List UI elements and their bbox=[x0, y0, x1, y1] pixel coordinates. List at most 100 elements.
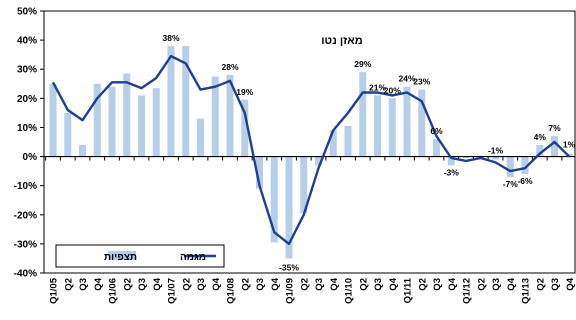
bar-28 bbox=[462, 156, 470, 159]
x-tick-label: Q2 bbox=[181, 278, 192, 291]
bar-11 bbox=[211, 76, 219, 157]
bar-30 bbox=[492, 156, 499, 160]
x-tick-label: Q3 bbox=[196, 278, 207, 291]
x-tick-label: Q2 bbox=[122, 278, 133, 291]
data-label-21: 29% bbox=[354, 59, 371, 69]
legend-box bbox=[55, 244, 225, 268]
x-tick-label: Q2 bbox=[240, 278, 251, 291]
x-tick-label: Q3 bbox=[255, 278, 266, 291]
bar-8 bbox=[167, 45, 175, 157]
bar-0 bbox=[49, 83, 57, 157]
y-tick-label: -30% bbox=[14, 239, 37, 250]
data-label-32: -6% bbox=[517, 176, 533, 186]
bar-1 bbox=[64, 112, 72, 157]
x-tick-label: Q1/11 bbox=[403, 277, 414, 303]
data-label-13: 19% bbox=[236, 87, 253, 97]
chart-title: מאזן נטו bbox=[321, 35, 363, 47]
bar-34 bbox=[551, 136, 558, 157]
x-tick-label: Q4 bbox=[506, 277, 517, 290]
legend-line-label: מגמה bbox=[180, 252, 206, 263]
y-tick-label: 40% bbox=[17, 36, 37, 47]
x-tick-label: Q1/12 bbox=[462, 278, 473, 304]
x-tick-label: Q4 bbox=[565, 277, 576, 290]
plot-frame bbox=[43, 10, 576, 274]
x-tick-label: Q3 bbox=[550, 278, 561, 291]
bar-19 bbox=[329, 130, 337, 157]
data-label-22: 21% bbox=[369, 82, 386, 92]
x-tick-label: Q2 bbox=[63, 278, 74, 291]
x-tick-label: Q1/09 bbox=[285, 278, 296, 304]
data-label-25: 23% bbox=[413, 77, 430, 87]
data-label-27: -3% bbox=[444, 167, 460, 177]
plot-area bbox=[43, 10, 576, 274]
x-axis: Q1/05 Q2 Q3 Q4 Q1/06 Q2 Q3 Q4 Q1/07 Q2 Q3 Q4 Q1/08 Q2… bbox=[49, 277, 576, 304]
y-tick-label: 20% bbox=[17, 94, 37, 105]
bar-23 bbox=[388, 98, 396, 157]
bar-22 bbox=[374, 95, 381, 157]
bar-27 bbox=[447, 156, 455, 166]
y-tick-label: 50% bbox=[17, 7, 37, 18]
data-label-16: -35% bbox=[279, 262, 299, 272]
bar-20 bbox=[344, 125, 352, 157]
x-tick-label: Q3 bbox=[137, 278, 148, 291]
x-tick-label: Q3 bbox=[432, 278, 443, 291]
x-tick-label: Q1/06 bbox=[108, 278, 119, 304]
bar-18 bbox=[315, 156, 322, 166]
x-tick-label: Q4 bbox=[388, 277, 399, 290]
y-tick-label: -10% bbox=[14, 181, 37, 192]
y-tick-label: 10% bbox=[17, 123, 37, 134]
data-label-30: -1% bbox=[488, 145, 504, 155]
bar-32 bbox=[521, 156, 529, 175]
y-tick-label: -40% bbox=[14, 269, 37, 280]
bar-4 bbox=[108, 86, 116, 157]
bar-25 bbox=[418, 89, 426, 157]
bar-13 bbox=[241, 99, 249, 157]
bar-7 bbox=[152, 88, 160, 157]
bar-14 bbox=[256, 156, 263, 189]
data-label-8: 38% bbox=[162, 33, 179, 43]
data-label-31: -7% bbox=[503, 179, 519, 189]
y-tick-label: -20% bbox=[14, 210, 37, 221]
x-tick-label: Q1/08 bbox=[226, 278, 237, 304]
bar-5 bbox=[123, 73, 131, 157]
bar-12 bbox=[226, 75, 234, 157]
x-tick-label: Q3 bbox=[491, 278, 502, 291]
data-label-23: 20% bbox=[384, 85, 401, 95]
bar-16 bbox=[285, 156, 293, 259]
x-tick-label: Q3 bbox=[314, 278, 325, 291]
observation-bars bbox=[49, 45, 573, 259]
bar-17 bbox=[300, 156, 308, 214]
x-tick-label: Q4 bbox=[447, 277, 458, 290]
data-labels: 38% 28% 19% -35% 29% 21%20%24%23% 6% -3% -1% -7% -… bbox=[162, 33, 575, 273]
legend-bar-swatch bbox=[108, 251, 136, 260]
data-label-35: 1% bbox=[563, 140, 576, 150]
bar-31 bbox=[506, 156, 514, 177]
bar-10 bbox=[197, 118, 204, 157]
x-tick-label: Q1/05 bbox=[49, 277, 60, 304]
data-label-33: 4% bbox=[534, 132, 547, 142]
x-tick-label: Q4 bbox=[270, 277, 281, 290]
data-label-26: 6% bbox=[430, 126, 443, 136]
bar-9 bbox=[182, 45, 190, 157]
x-tick-label: Q2 bbox=[417, 278, 428, 291]
x-tick-label: Q2 bbox=[535, 278, 546, 291]
x-tick-label: Q1/13 bbox=[521, 278, 532, 304]
zero-axis-group bbox=[44, 155, 575, 161]
x-tick-label: Q3 bbox=[373, 278, 384, 291]
x-tick-label: Q4 bbox=[329, 277, 340, 290]
x-tick-label: Q2 bbox=[299, 278, 310, 291]
bar-21 bbox=[359, 72, 367, 157]
y-tick-label: 30% bbox=[17, 65, 37, 76]
bar-26 bbox=[433, 139, 440, 157]
x-tick-label: Q3 bbox=[78, 278, 89, 291]
legend-bar-label: תצפיות bbox=[104, 252, 137, 263]
data-label-34: 7% bbox=[548, 123, 561, 133]
x-tick-label: Q2 bbox=[358, 278, 369, 291]
y-axis: -40% -30% -20% -10% 0% 10% 20% 30% 40% 50% bbox=[14, 7, 44, 280]
bar-24 bbox=[403, 86, 411, 157]
x-tick-label: Q4 bbox=[211, 277, 222, 290]
bar-15 bbox=[270, 156, 278, 243]
x-tick-label: Q1/07 bbox=[167, 278, 178, 304]
x-tick-label: Q4 bbox=[93, 277, 104, 290]
